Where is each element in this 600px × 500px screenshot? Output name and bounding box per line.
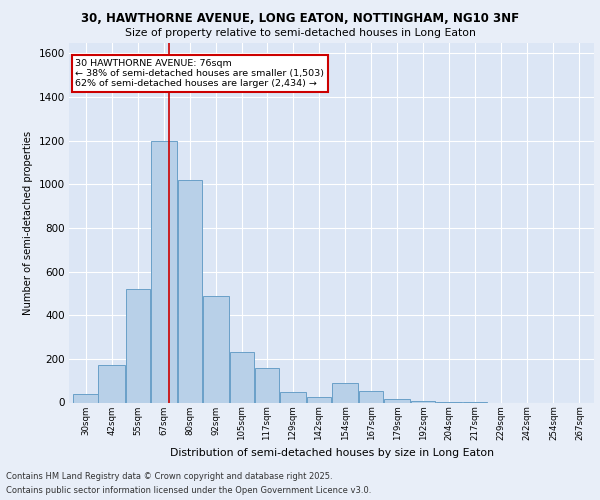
Text: 30, HAWTHORNE AVENUE, LONG EATON, NOTTINGHAM, NG10 3NF: 30, HAWTHORNE AVENUE, LONG EATON, NOTTIN… [81,12,519,26]
Bar [73,394,98,402]
Bar [332,383,358,402]
Bar [151,140,177,402]
Text: Contains HM Land Registry data © Crown copyright and database right 2025.: Contains HM Land Registry data © Crown c… [6,472,332,481]
Bar [384,399,410,402]
Bar [203,296,229,403]
Bar [255,368,279,402]
Y-axis label: Number of semi-detached properties: Number of semi-detached properties [23,130,33,314]
Bar [280,392,306,402]
Bar [125,289,150,403]
Text: 30 HAWTHORNE AVENUE: 76sqm
← 38% of semi-detached houses are smaller (1,503)
62%: 30 HAWTHORNE AVENUE: 76sqm ← 38% of semi… [75,58,324,88]
Bar [359,390,383,402]
Bar [230,352,254,403]
X-axis label: Distribution of semi-detached houses by size in Long Eaton: Distribution of semi-detached houses by … [170,448,493,458]
Bar [307,397,331,402]
Bar [178,180,202,402]
Bar [98,366,125,403]
Text: Size of property relative to semi-detached houses in Long Eaton: Size of property relative to semi-detach… [125,28,475,38]
Text: Contains public sector information licensed under the Open Government Licence v3: Contains public sector information licen… [6,486,371,495]
